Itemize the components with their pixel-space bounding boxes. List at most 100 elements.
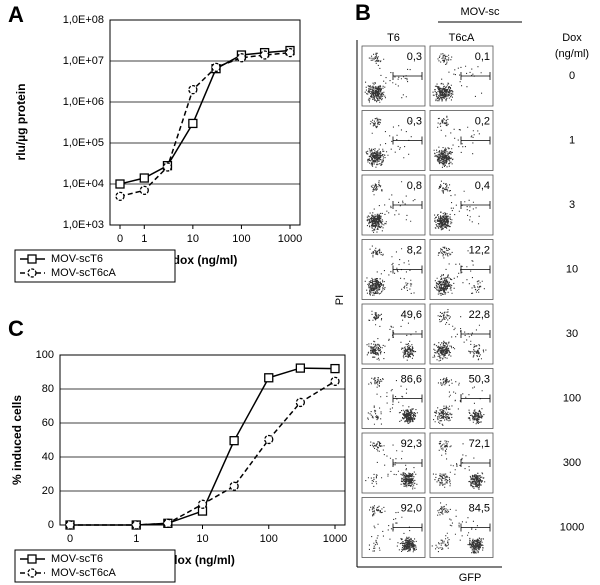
dox-value: 10 xyxy=(566,263,578,275)
facs-dots xyxy=(433,115,480,168)
gate-percentage: 50,3 xyxy=(469,373,490,385)
data-point xyxy=(259,50,270,60)
data-point xyxy=(197,499,208,509)
facs-dots xyxy=(365,117,412,168)
dox-value: 1000 xyxy=(560,521,584,533)
gate-percentage: 0,8 xyxy=(407,180,422,192)
dox-value: 100 xyxy=(563,392,581,404)
facs-dots xyxy=(431,502,484,554)
gate xyxy=(460,523,491,532)
column-header: T6 xyxy=(387,32,400,44)
legend: MOV-scT6 MOV-scT6cA xyxy=(14,549,176,583)
gate-percentage: 0,4 xyxy=(475,180,490,192)
gate-percentage: 0,1 xyxy=(475,51,490,63)
y-axis-title: % induced cells xyxy=(10,395,24,485)
legend-label: MOV-scT6 xyxy=(51,253,103,265)
gate xyxy=(392,523,423,532)
data-point xyxy=(115,179,125,189)
data-point xyxy=(264,373,274,383)
data-point xyxy=(188,118,198,129)
gate-percentage: 0,3 xyxy=(407,115,422,127)
y-tick-label: 100 xyxy=(36,349,54,361)
dox-value: 1 xyxy=(569,134,575,146)
facs-dots xyxy=(432,440,486,490)
series-line xyxy=(119,49,291,185)
data-point xyxy=(65,520,75,530)
legend: MOV-scT6 MOV-scT6cA xyxy=(14,249,176,283)
y-tick-label: 1,0E+04 xyxy=(63,178,104,190)
gate-percentage: 72,1 xyxy=(469,438,490,450)
facs-dots xyxy=(432,309,487,362)
data-point xyxy=(211,62,221,73)
data-point xyxy=(139,173,149,183)
facs-dots xyxy=(367,377,418,425)
legend-box xyxy=(14,549,176,583)
data-point xyxy=(163,518,173,528)
y-tick-label: 1,0E+07 xyxy=(63,55,104,67)
data-point xyxy=(139,185,149,196)
legend-marker xyxy=(27,568,37,578)
x-tick-label: 10 xyxy=(187,233,199,245)
panel-label: A xyxy=(8,2,24,27)
y-tick-label: 20 xyxy=(42,485,54,497)
legend-marker xyxy=(27,268,37,278)
gate-percentage: 92,0 xyxy=(401,502,422,514)
x-tick-label: 1000 xyxy=(278,233,302,245)
x-tick-label: 0 xyxy=(117,233,123,245)
y-tick-label: 60 xyxy=(42,417,54,429)
gate-percentage: 22,8 xyxy=(469,309,490,321)
dox-value: 3 xyxy=(569,199,575,211)
legend-label: MOV-scT6cA xyxy=(51,267,116,279)
gate xyxy=(392,136,423,145)
x-tick-label: 1 xyxy=(141,233,147,245)
plot-frame xyxy=(109,19,301,226)
gate-percentage: 8,2 xyxy=(407,244,422,256)
x-tick-label: 100 xyxy=(232,233,250,245)
legend-box xyxy=(14,249,176,283)
series-line xyxy=(70,380,336,526)
gate xyxy=(460,201,491,209)
y-tick-label: 40 xyxy=(42,451,54,463)
facs-dots xyxy=(366,310,417,361)
x-tick-label: 100 xyxy=(260,533,278,545)
gate xyxy=(460,330,491,338)
facs-dots xyxy=(434,246,485,296)
y-axis-title: PI xyxy=(334,295,346,305)
gate xyxy=(392,201,423,209)
x-axis-title: dox (ng/ml) xyxy=(173,253,238,267)
dox-header: Dox xyxy=(562,32,582,44)
gate xyxy=(460,72,491,80)
data-point xyxy=(285,47,295,58)
x-tick-label: 0 xyxy=(67,533,73,545)
gate xyxy=(392,265,423,274)
dox-value: 300 xyxy=(563,457,581,469)
gate xyxy=(392,394,423,403)
data-point xyxy=(229,436,239,446)
plot-frame xyxy=(59,354,346,526)
x-axis-title: GFP xyxy=(459,572,482,584)
facs-dots xyxy=(365,441,418,490)
facs-dots xyxy=(366,180,416,233)
y-axis-title: rlu/µg protein xyxy=(14,84,28,161)
y-tick-label: 1,0E+08 xyxy=(63,14,104,26)
data-point xyxy=(330,363,340,374)
facs-dots xyxy=(364,52,411,103)
data-point xyxy=(295,363,306,373)
data-point xyxy=(229,481,239,491)
series-line xyxy=(70,367,336,526)
x-tick-label: 10 xyxy=(196,533,208,545)
dox-value: 30 xyxy=(566,328,578,340)
legend-marker xyxy=(27,254,37,264)
facs-dots xyxy=(434,180,480,231)
panel-label: B xyxy=(355,0,371,25)
facs-dots xyxy=(364,245,415,296)
data-point xyxy=(264,434,274,445)
gate xyxy=(460,136,491,145)
column-header: T6cA xyxy=(449,32,475,44)
gate xyxy=(392,72,423,80)
gate xyxy=(460,459,491,467)
panel-label: C xyxy=(8,316,24,341)
gate-percentage: 86,6 xyxy=(401,373,422,385)
facs-dots xyxy=(432,53,483,102)
